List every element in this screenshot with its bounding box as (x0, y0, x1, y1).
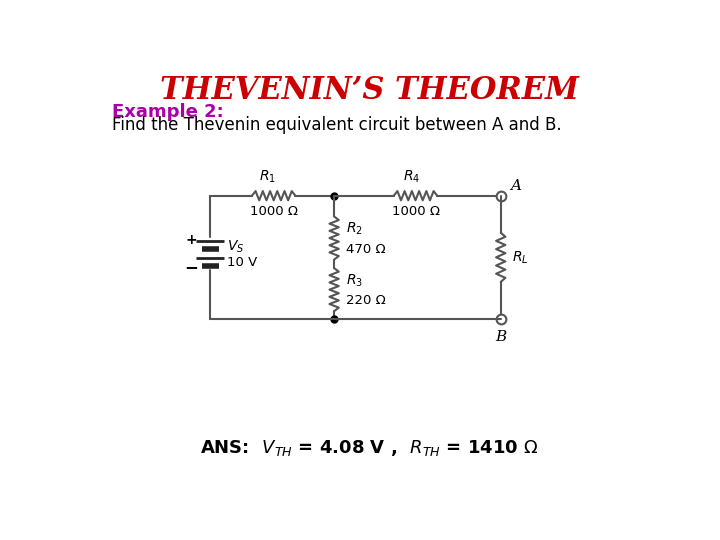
Text: Find the Thevenin equivalent circuit between A and B.: Find the Thevenin equivalent circuit bet… (112, 117, 562, 134)
Text: $R_1$: $R_1$ (259, 168, 276, 185)
Text: B: B (495, 330, 506, 343)
Text: +: + (186, 233, 197, 247)
Text: Example 2:: Example 2: (112, 103, 223, 122)
Text: ANS:  $V_{TH}$ = 4.08 V ,  $R_{TH}$ = 1410 $\Omega$: ANS: $V_{TH}$ = 4.08 V , $R_{TH}$ = 1410… (199, 437, 539, 457)
Text: $R_2$: $R_2$ (346, 221, 363, 237)
Text: $R_L$: $R_L$ (512, 249, 528, 266)
Text: 1000 Ω: 1000 Ω (392, 205, 439, 218)
Text: $R_4$: $R_4$ (403, 168, 420, 185)
Text: A: A (510, 179, 521, 193)
Text: $V_S$: $V_S$ (228, 239, 245, 255)
Text: −: − (184, 258, 199, 276)
Text: $R_3$: $R_3$ (346, 272, 363, 288)
Text: 1000 Ω: 1000 Ω (250, 205, 297, 218)
Text: 470 Ω: 470 Ω (346, 242, 385, 255)
Text: 220 Ω: 220 Ω (346, 294, 385, 307)
Text: THEVENIN’S THEOREM: THEVENIN’S THEOREM (160, 75, 578, 106)
Text: 10 V: 10 V (228, 256, 258, 269)
